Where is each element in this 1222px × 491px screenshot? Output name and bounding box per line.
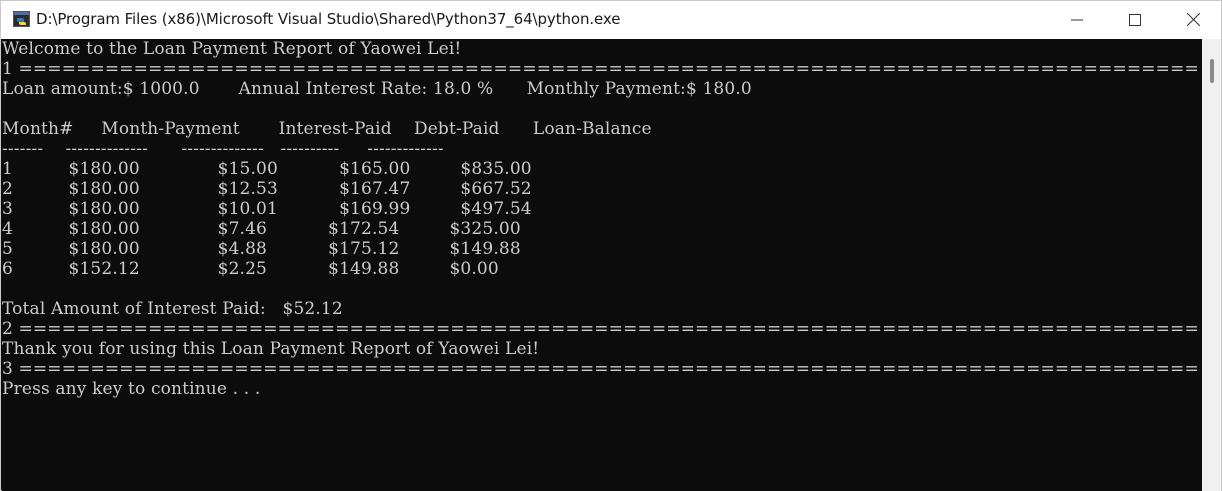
table-row: 6 $152.12 $2.25 $149.88 $0.00 xyxy=(2,259,499,279)
window-title: D:\Program Files (x86)\Microsoft Visual … xyxy=(36,10,621,28)
table-row: 2 $180.00 $12.53 $167.47 $667.52 xyxy=(2,179,532,199)
table-header-line: Month# Month-Payment Interest-Paid Debt-… xyxy=(2,119,652,139)
loan-summary-line: Loan amount:$ 1000.0 Annual Interest Rat… xyxy=(2,79,752,99)
table-row: 5 $180.00 $4.88 $175.12 $149.88 xyxy=(2,239,521,259)
thank-you-line: Thank you for using this Loan Payment Re… xyxy=(2,339,540,359)
minimize-icon xyxy=(1071,11,1083,30)
separator-line-3: 3 ======================================… xyxy=(2,359,1199,379)
maximize-icon xyxy=(1129,11,1141,30)
vertical-scrollbar[interactable] xyxy=(1202,39,1221,491)
separator-line-2: 2 ======================================… xyxy=(2,319,1199,339)
welcome-line: Welcome to the Loan Payment Report of Ya… xyxy=(2,39,462,59)
maximize-button[interactable] xyxy=(1106,1,1164,39)
scrollbar-thumb[interactable] xyxy=(1210,59,1214,83)
separator-line-1: 1 ======================================… xyxy=(2,59,1199,79)
minimize-button[interactable] xyxy=(1048,1,1106,39)
table-row: 1 $180.00 $15.00 $165.00 $835.00 xyxy=(2,159,532,179)
continue-prompt: Press any key to continue . . . xyxy=(2,379,261,399)
total-interest-line: Total Amount of Interest Paid: $52.12 xyxy=(2,299,343,319)
table-row: 4 $180.00 $7.46 $172.54 $325.00 xyxy=(2,219,521,239)
table-row: 3 $180.00 $10.01 $169.99 $497.54 xyxy=(2,199,532,219)
close-button[interactable] xyxy=(1164,1,1222,39)
python-console-icon xyxy=(13,11,30,27)
table-underline: ------- -------------- -------------- --… xyxy=(2,139,444,159)
title-bar[interactable]: D:\Program Files (x86)\Microsoft Visual … xyxy=(1,1,1221,39)
console-output[interactable]: Welcome to the Loan Payment Report of Ya… xyxy=(2,39,1202,491)
close-icon xyxy=(1186,11,1200,30)
